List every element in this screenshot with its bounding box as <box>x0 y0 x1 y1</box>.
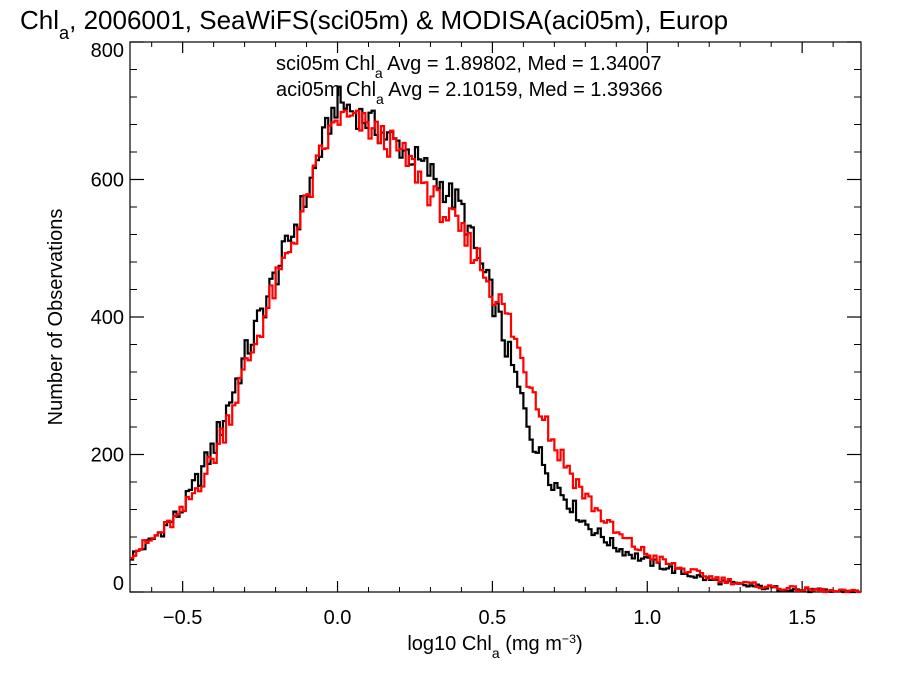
y-tick-label: 600 <box>91 170 124 192</box>
x-tick-label: 1.5 <box>788 607 816 629</box>
annotation-sci05m: sci05m Chla​ Avg = 1.89802, Med = 1.3400… <box>276 53 661 81</box>
series-sci05m-line <box>130 85 861 594</box>
axis-ticks: −0.5 0.0 0.5 1.0 1.5 0 200 400 600 800 <box>91 40 861 629</box>
y-tick-label: 0 <box>113 573 124 595</box>
x-tick-label: 0.0 <box>324 607 352 629</box>
annotation-aci05m: aci05m Chla​ Avg = 2.10159, Med = 1.3936… <box>276 79 663 107</box>
x-tick-label: −0.5 <box>163 607 202 629</box>
series-group <box>130 85 861 594</box>
y-tick-label: 200 <box>91 445 124 467</box>
y-tick-label: 400 <box>91 307 124 329</box>
y-axis-label: Number of Observations <box>45 209 67 426</box>
y-tick-label: 800 <box>91 40 124 62</box>
x-tick-label: 0.5 <box>478 607 506 629</box>
x-axis-label: log10 Chla​ (mg m−3​) <box>407 632 582 661</box>
x-tick-label: 1.0 <box>633 607 661 629</box>
series-aci05m-line <box>130 109 861 594</box>
chart-title: Chla​, 2006001, SeaWiFS(sci05m) & MODISA… <box>20 5 728 43</box>
